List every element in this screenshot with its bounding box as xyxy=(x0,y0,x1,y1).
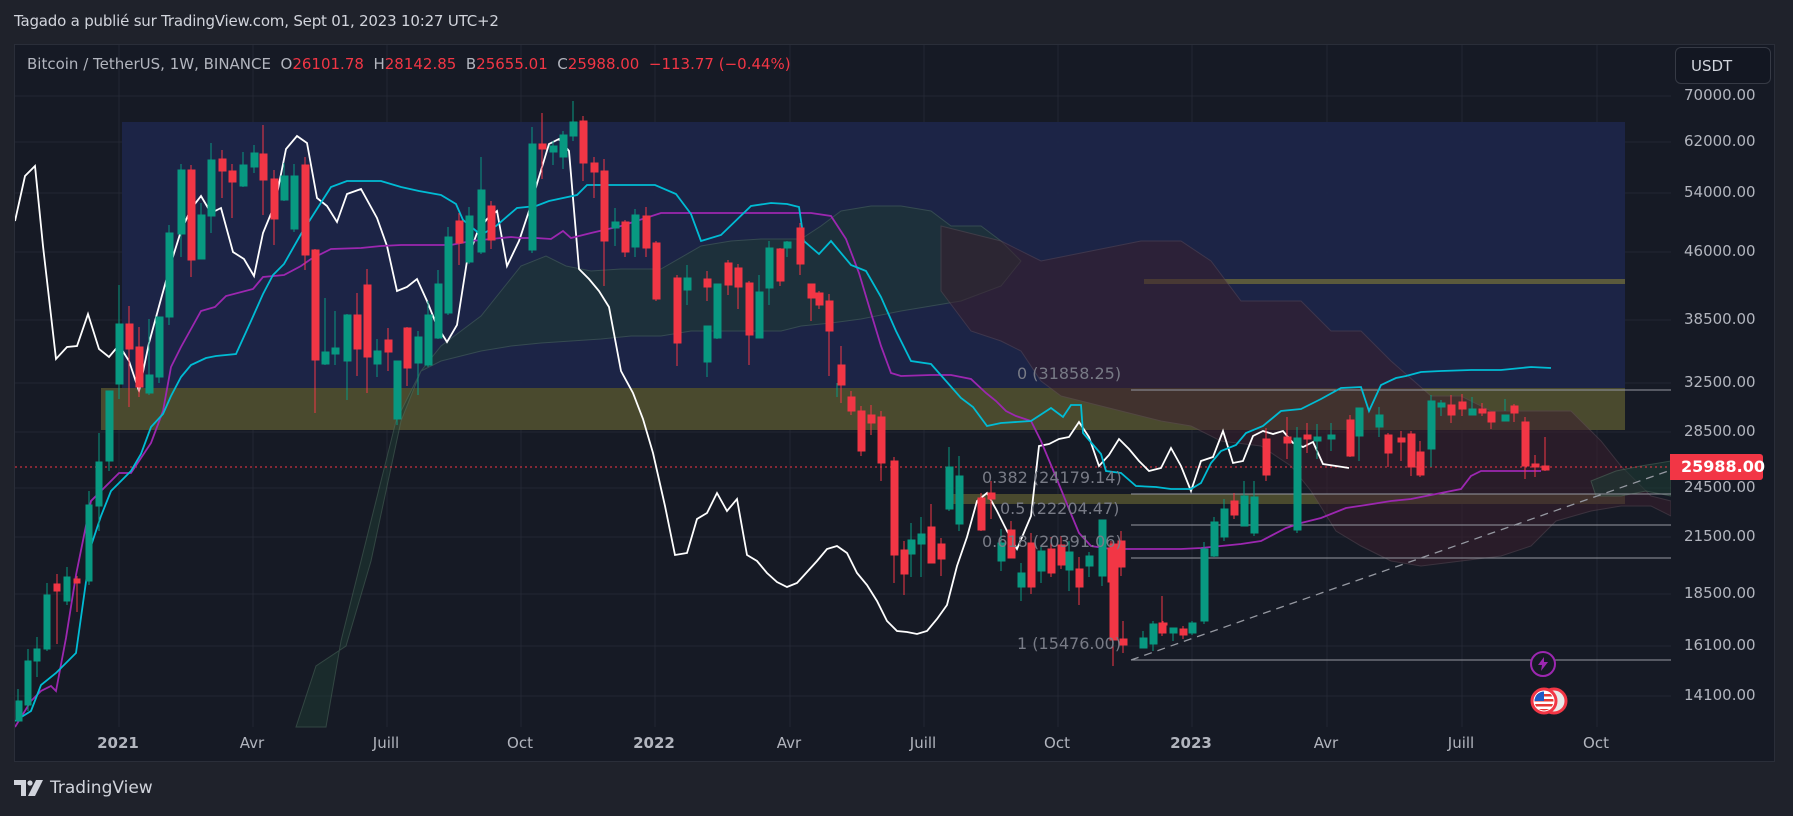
close-key: C xyxy=(557,55,568,73)
us-flag-icon[interactable] xyxy=(1528,686,1572,716)
price-tick: 21500.00 xyxy=(1684,527,1756,545)
chart-plot[interactable] xyxy=(15,45,1671,765)
time-tick: 2021 xyxy=(97,734,139,752)
publication-title: Tagado a publié sur TradingView.com, Sep… xyxy=(14,12,499,30)
low-value: 25655.01 xyxy=(476,55,548,73)
time-axis[interactable]: 2021 Avr Juill Oct 2022 Avr Juill Oct 20… xyxy=(14,726,1670,762)
high-value: 28142.85 xyxy=(384,55,457,73)
currency-selector[interactable]: USDT xyxy=(1675,47,1771,84)
tenkan-sen xyxy=(15,180,1552,722)
time-tick: Avr xyxy=(776,734,802,752)
lightning-icon[interactable] xyxy=(1530,651,1556,677)
price-tick: 24500.00 xyxy=(1684,478,1756,496)
last-price-badge: 25988.00 xyxy=(1670,454,1765,480)
price-tick: 14100.00 xyxy=(1684,686,1756,704)
price-tick: 32500.00 xyxy=(1684,373,1756,391)
price-tick: 18500.00 xyxy=(1684,584,1756,602)
time-tick: Oct xyxy=(507,734,533,752)
fib-label-05: 0.5 (22204.47) xyxy=(1000,499,1120,518)
time-tick: Juill xyxy=(1447,734,1475,752)
fib-label-1: 1 (15476.00) xyxy=(1017,634,1122,653)
time-tick: Juill xyxy=(372,734,400,752)
yellow-support-zone xyxy=(949,494,1625,504)
change-value: −113.77 (−0.44%) xyxy=(648,55,791,73)
time-tick: Avr xyxy=(239,734,265,752)
fibonacci-lines xyxy=(1131,389,1671,661)
symbol-legend: Bitcoin / TetherUS, 1W, BINANCE O26101.7… xyxy=(27,55,791,73)
time-tick: Oct xyxy=(1583,734,1609,752)
ichimoku-cloud-bear xyxy=(940,225,1671,567)
time-tick: 2023 xyxy=(1170,734,1212,752)
time-tick: Avr xyxy=(1313,734,1339,752)
ichimoku-cloud-future xyxy=(1590,460,1671,497)
price-tick: 46000.00 xyxy=(1684,242,1756,260)
close-value: 25988.00 xyxy=(567,55,640,73)
price-tick: 54000.00 xyxy=(1684,183,1756,201)
chikou-span xyxy=(15,134,1350,635)
kijun-sen xyxy=(15,212,1541,728)
open-value: 26101.78 xyxy=(292,55,364,73)
price-tick: 62000.00 xyxy=(1684,132,1756,150)
low-key: B xyxy=(465,55,477,73)
tradingview-logo-icon xyxy=(14,780,43,796)
tradingview-logo[interactable]: TradingView xyxy=(14,778,153,798)
fib-label-0: 0 (31858.25) xyxy=(1017,364,1122,383)
tradingview-logo-text: TradingView xyxy=(50,778,153,798)
candles xyxy=(15,101,1550,722)
time-tick: Oct xyxy=(1044,734,1070,752)
high-key: H xyxy=(373,55,385,73)
symbol-name: Bitcoin / TetherUS, 1W, BINANCE xyxy=(27,55,271,73)
fib-label-0618: 0.618 (20391.06) xyxy=(982,532,1122,551)
price-tick: 38500.00 xyxy=(1684,310,1756,328)
time-tick: 2022 xyxy=(633,734,675,752)
chart-frame[interactable] xyxy=(14,44,1775,762)
price-tick: 16100.00 xyxy=(1684,636,1756,654)
time-tick: Juill xyxy=(909,734,937,752)
price-tick: 28500.00 xyxy=(1684,422,1756,440)
fib-label-0382: 0.382 (24179.14) xyxy=(982,468,1122,487)
price-axis[interactable]: 70000.00 62000.00 54000.00 46000.00 3850… xyxy=(1670,0,1775,726)
trendline xyxy=(1130,469,1671,661)
price-tick: 70000.00 xyxy=(1684,86,1756,104)
open-key: O xyxy=(280,55,293,73)
upper-resistance-line xyxy=(1144,279,1625,284)
